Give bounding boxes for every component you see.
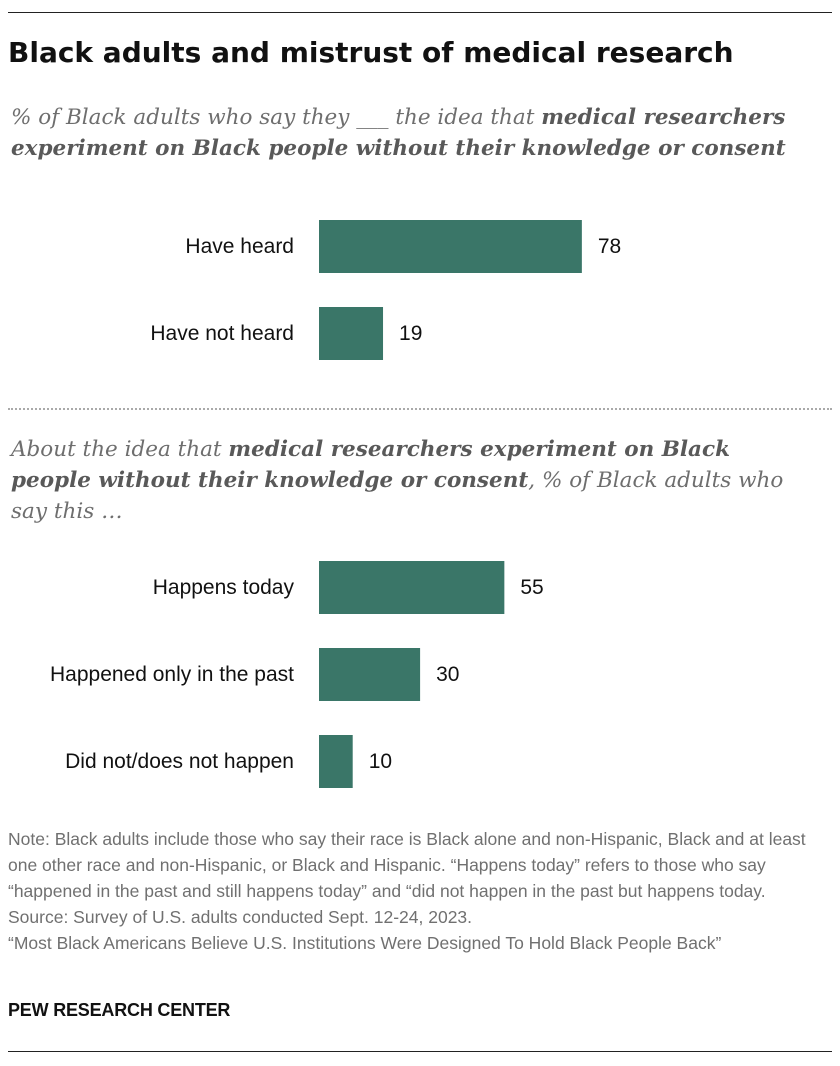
section1-subtitle-pre: % of Black adults who say they ___ the i…	[11, 105, 542, 130]
chart-awareness: Have heard 78 Have not heard 19	[150, 220, 621, 360]
bottom-rule	[8, 1051, 832, 1052]
section2-subtitle-post: , % of Black adults who say this …	[11, 468, 784, 524]
source-text: Source: Survey of U.S. adults conducted …	[8, 907, 473, 927]
awareness-category-label-have-not-heard: Have not heard	[150, 322, 294, 345]
note-text: Note: Black adults include those who say…	[8, 829, 806, 901]
section1-subtitle-bold: medical researchers experiment on Black …	[11, 105, 786, 161]
section1-subtitle: % of Black adults who say they ___ the i…	[11, 102, 831, 164]
section2-subtitle-bold: medical researchers experiment on Black …	[11, 437, 730, 493]
section2-subtitle: About the idea that medical researchers …	[11, 434, 811, 527]
report-title: “Most Black Americans Believe U.S. Insti…	[8, 933, 722, 953]
belief-bar-did-not-does-not-happen	[319, 735, 353, 788]
belief-category-label-happens-today: Happens today	[153, 576, 295, 599]
section-divider	[8, 408, 832, 410]
pew-logo: PEW RESEARCH CENTER	[8, 1000, 231, 1020]
belief-category-label-did-not-does-not-happen: Did not/does not happen	[65, 750, 294, 773]
awareness-category-label-have-heard: Have heard	[185, 235, 294, 258]
awareness-value-label-have-not-heard: 19	[399, 322, 422, 345]
chart-beliefs: Happens today 55 Happened only in the past…	[50, 561, 544, 788]
awareness-bar-have-not-heard	[319, 307, 384, 360]
belief-bar-happens-today	[319, 561, 505, 614]
belief-value-label-did-not-does-not-happen: 10	[369, 750, 392, 773]
notes-block: Note: Black adults include those who say…	[8, 826, 838, 956]
chart-title: Black adults and mistrust of medical res…	[8, 36, 734, 69]
awareness-bar-have-heard	[319, 220, 582, 273]
section2-subtitle-pre: About the idea that	[11, 437, 229, 462]
top-rule	[8, 12, 832, 13]
belief-bar-happened-only-in-the-past	[319, 648, 421, 701]
belief-value-label-happened-only-in-the-past: 30	[436, 663, 459, 686]
belief-value-label-happens-today: 55	[520, 576, 543, 599]
belief-category-label-happened-only-in-the-past: Happened only in the past	[50, 663, 294, 686]
awareness-value-label-have-heard: 78	[598, 235, 621, 258]
